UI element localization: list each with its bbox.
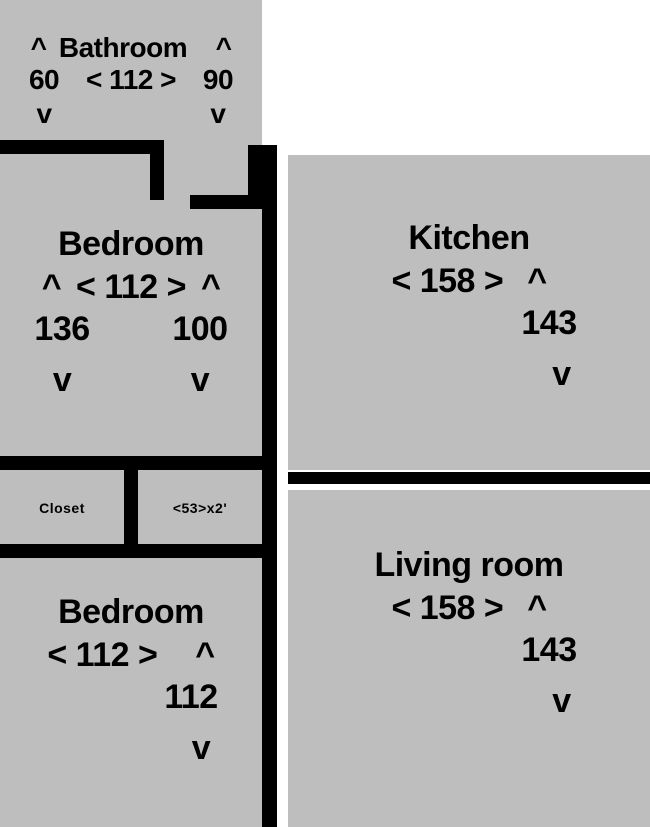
bedroom1-left-up: ^ [42,268,61,306]
kitchen-width: < 158 > [391,262,503,300]
kitchen-right-down: v [552,355,570,393]
bedroom-1: Bedroom ^ < 112 > ^ 136 100 v v [0,145,262,460]
wall-3 [248,145,262,209]
living-right-val: 143 [521,631,576,669]
bedroom1-left-down: v [17,359,107,402]
wall-1 [150,140,164,200]
bedroom1-name: Bedroom [0,223,262,266]
bathroom: ^ Bathroom ^ 60 < 112 > 90 v v [0,0,262,145]
bedroom1-right-down: v [155,359,245,402]
bathroom-left-up: ^ [31,32,47,63]
wall-0 [0,140,150,154]
bedroom2-width: < 112 > [47,636,157,674]
bathroom-right-up: ^ [216,32,232,63]
bedroom1-width: < 112 > [76,268,186,306]
wall-4 [262,145,277,827]
bedroom1-right-up: ^ [201,268,220,306]
living-width: < 158 > [391,589,503,627]
wall-7 [124,470,138,545]
bathroom-left-down: v [17,96,72,131]
bedroom2-right-up: ^ [195,636,214,674]
closet-right-label: <53>x2' [138,500,262,516]
bedroom-2: Bedroom < 112 > ^ 112 v [0,555,262,827]
kitchen-right-val: 143 [521,304,576,342]
living-right-down: v [552,682,570,720]
bathroom-left-val: 60 [17,62,72,97]
closet-left-label: Closet [0,500,124,516]
bathroom-right-down: v [190,96,245,131]
kitchen-right-up: ^ [527,262,546,300]
living-name: Living room [288,544,650,587]
wall-6 [0,544,262,558]
bedroom1-right-val: 100 [155,308,245,351]
bedroom1-left-val: 136 [17,308,107,351]
bathroom-right-val: 90 [190,62,245,97]
kitchen: Kitchen < 158 > ^ 143 v [288,155,650,470]
wall-8 [288,472,650,484]
bathroom-width: < 112 > [76,62,186,97]
bedroom2-right-down: v [192,729,210,767]
living-room: Living room < 158 > ^ 143 v [288,490,650,827]
bedroom2-name: Bedroom [0,591,262,634]
bedroom2-right-val: 112 [164,678,217,716]
living-right-up: ^ [527,589,546,627]
kitchen-name: Kitchen [288,217,650,260]
wall-5 [0,456,262,470]
bathroom-name: Bathroom [59,32,187,63]
